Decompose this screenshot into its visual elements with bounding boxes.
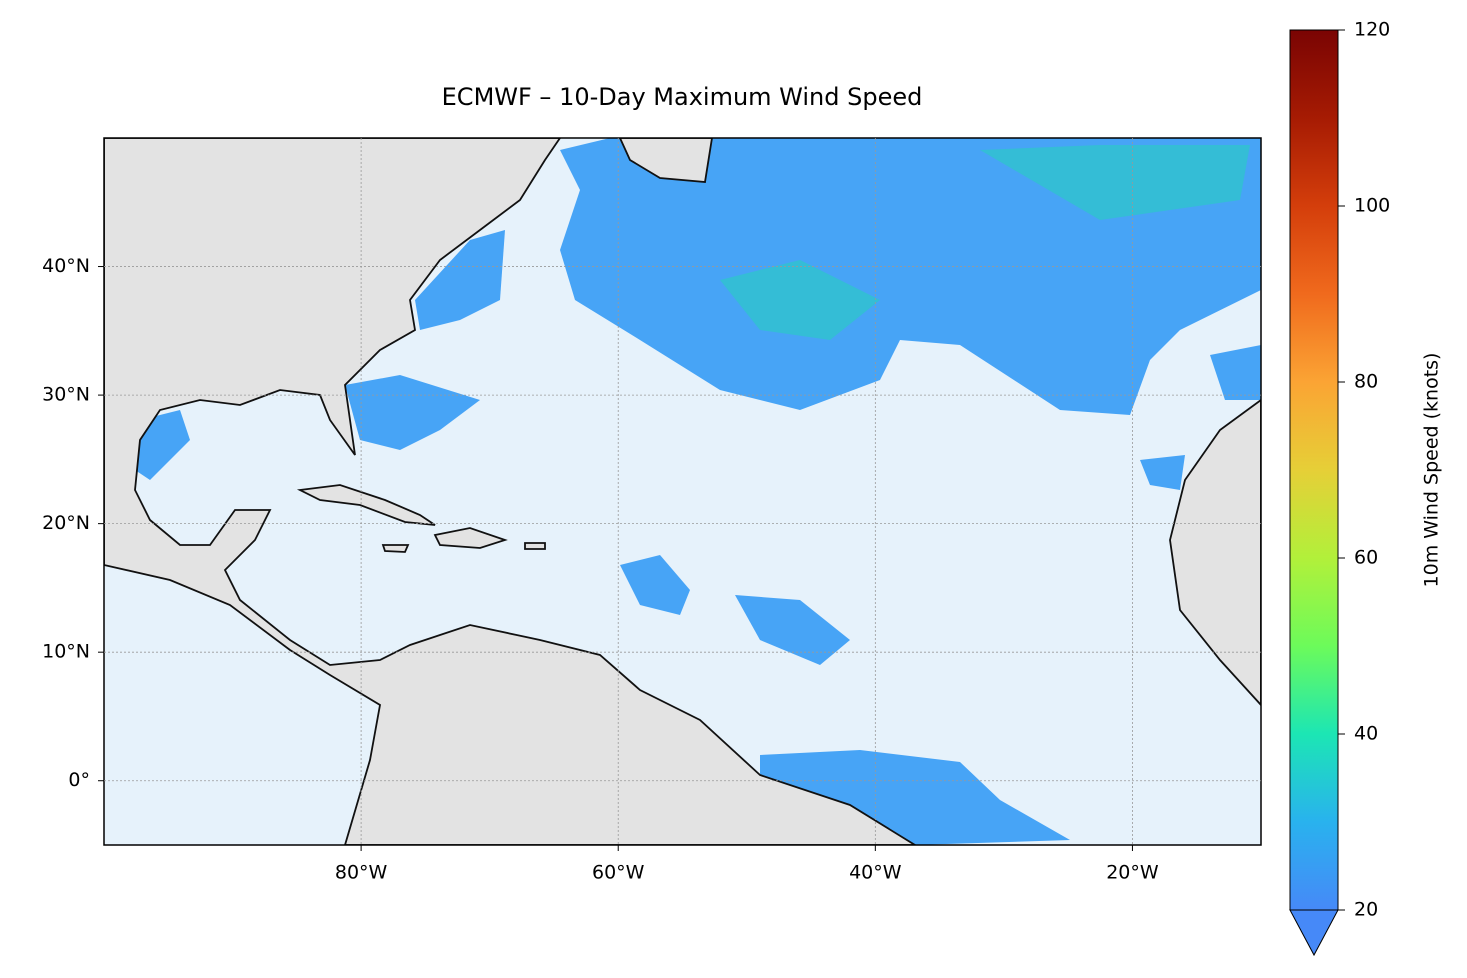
map-frame bbox=[103, 137, 1262, 846]
y-tick-label: 0° bbox=[68, 769, 90, 791]
americas bbox=[104, 138, 917, 845]
y-tick-label: 40°N bbox=[42, 255, 90, 277]
africa bbox=[1169, 398, 1261, 707]
colorbar-tick-label: 80 bbox=[1354, 371, 1378, 393]
canada-maritime bbox=[619, 138, 713, 183]
colorbar bbox=[1289, 29, 1339, 911]
x-tick-label: 60°W bbox=[592, 862, 645, 884]
colorbar-tick-label: 120 bbox=[1354, 19, 1390, 41]
x-tick-label: 40°W bbox=[849, 862, 902, 884]
colorbar-tick-label: 20 bbox=[1354, 899, 1378, 921]
y-tick-label: 10°N bbox=[42, 641, 90, 663]
colorbar-extend bbox=[1289, 909, 1339, 957]
x-tick-label: 20°W bbox=[1106, 862, 1159, 884]
colorbar-tick-label: 100 bbox=[1354, 195, 1390, 217]
colorbar-label: 10m Wind Speed (knots) bbox=[1421, 353, 1443, 588]
y-tick-label: 30°N bbox=[42, 384, 90, 406]
map-title: ECMWF – 10-Day Maximum Wind Speed bbox=[442, 83, 923, 111]
hispaniola bbox=[433, 527, 508, 549]
map-area bbox=[104, 138, 1261, 845]
x-tick-label: 80°W bbox=[335, 862, 388, 884]
jamaica bbox=[381, 544, 410, 553]
wind-field bbox=[135, 138, 1261, 845]
puerto-rico bbox=[524, 542, 546, 550]
cuba bbox=[296, 484, 436, 526]
colorbar-tick-label: 60 bbox=[1354, 547, 1378, 569]
y-tick-label: 20°N bbox=[42, 512, 90, 534]
colorbar-tick-label: 40 bbox=[1354, 723, 1378, 745]
